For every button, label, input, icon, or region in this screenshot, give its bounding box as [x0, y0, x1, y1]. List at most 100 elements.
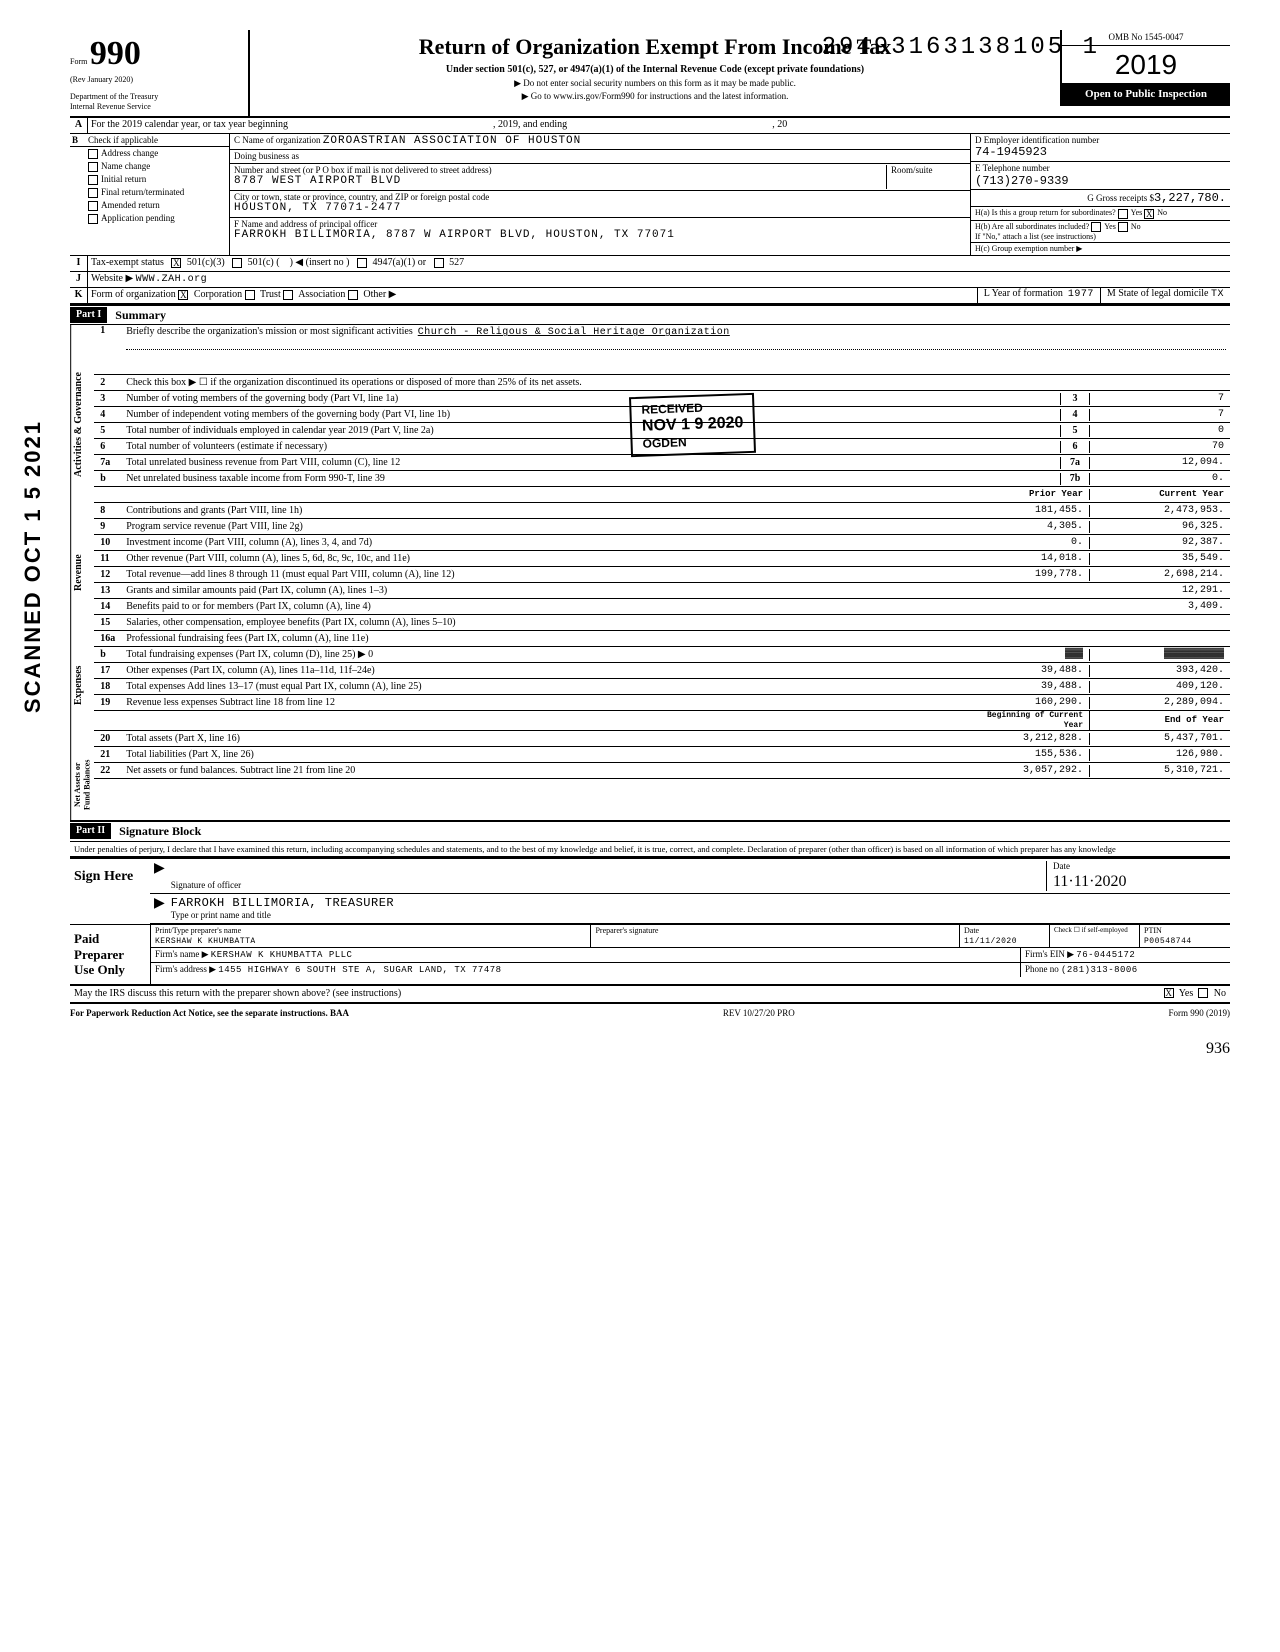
C-city-label: City or town, state or province, country… — [234, 192, 489, 202]
prep-date: 11/11/2020 — [964, 937, 1017, 946]
form-label: Form — [70, 57, 87, 66]
col-end: End of Year — [1090, 715, 1230, 726]
B-checkbox[interactable] — [88, 149, 98, 159]
form-rev: (Rev January 2020) — [70, 75, 238, 85]
part1-title: Summary — [107, 306, 174, 324]
part2-header: Part II Signature Block — [70, 820, 1230, 841]
form-irs: Internal Revenue Service — [70, 102, 238, 112]
Hb-no[interactable] — [1118, 222, 1128, 232]
perjury-text: Under penalties of perjury, I declare th… — [70, 842, 1230, 857]
I-501c3[interactable]: X — [171, 258, 181, 268]
B-checkbox[interactable] — [88, 201, 98, 211]
rowA-text1: For the 2019 calendar year, or tax year … — [91, 119, 288, 130]
gross-receipts: 3,227,780. — [1154, 191, 1226, 205]
F-value: FARROKH BILLIMORIA, 8787 W AIRPORT BLVD,… — [234, 229, 675, 241]
B-item-label: Amended return — [101, 200, 160, 210]
section-revenue: Revenue — [70, 525, 94, 620]
K-opt2: Association — [298, 289, 345, 300]
E-label: E Telephone number — [975, 163, 1050, 173]
L-label: L Year of formation — [984, 288, 1063, 299]
open-public: Open to Public Inspection — [1062, 84, 1230, 105]
Hb-yes[interactable] — [1091, 222, 1101, 232]
label-A: A — [70, 118, 88, 133]
C-dba-label: Doing business as — [234, 151, 299, 161]
B-item-label: Application pending — [101, 213, 175, 223]
line1-num: 1 — [94, 325, 122, 337]
sign-arrow-icon: ▶ — [154, 861, 165, 891]
part1-header: Part I Summary — [70, 304, 1230, 325]
section-netassets: Net Assets or Fund Balances — [70, 750, 94, 820]
handwritten-page: 936 — [70, 1039, 1230, 1058]
sign-here-block: Sign Here ▶ Signature of officer Date11·… — [70, 857, 1230, 924]
scanned-stamp: SCANNED OCT 1 5 2021 — [20, 420, 46, 713]
received-stamp: RECEIVED NOV 1 9 2020 OGDEN — [629, 393, 756, 457]
B-checkbox[interactable] — [88, 162, 98, 172]
I-4947[interactable] — [357, 258, 367, 268]
footer-mid: REV 10/27/20 PRO — [723, 1008, 795, 1019]
summary-line: 21Total liabilities (Part X, line 26)155… — [94, 747, 1230, 763]
Ha-no[interactable]: X — [1144, 209, 1154, 219]
col-curr: Current Year — [1090, 489, 1230, 500]
discuss-no[interactable] — [1198, 988, 1208, 998]
officer-name: FARROKH BILLIMORIA, TREASURER — [171, 896, 394, 910]
officer-signature — [171, 862, 175, 879]
summary-line: 16aProfessional fundraising fees (Part I… — [94, 631, 1230, 647]
J-text: Website ▶ — [91, 273, 133, 284]
summary-line: 7aTotal unrelated business revenue from … — [94, 455, 1230, 471]
street: 8787 WEST AIRPORT BLVD — [234, 175, 401, 187]
prep-name-label: Print/Type preparer's name — [155, 926, 241, 935]
self-emp: Check ☐ if self-employed — [1050, 925, 1140, 947]
B-item-label: Name change — [101, 161, 150, 171]
discuss-yes[interactable]: X — [1164, 988, 1174, 998]
B-item-label: Address change — [101, 148, 158, 158]
room-label: Room/suite — [891, 165, 933, 175]
I-501c[interactable] — [232, 258, 242, 268]
K-other[interactable] — [348, 290, 358, 300]
K-trust[interactable] — [245, 290, 255, 300]
C-name-label: C Name of organization — [234, 135, 321, 145]
I-text: Tax-exempt status — [91, 257, 164, 268]
summary-line: 9Program service revenue (Part VIII, lin… — [94, 519, 1230, 535]
B-checkbox[interactable] — [88, 188, 98, 198]
label-K: K — [70, 288, 88, 303]
year-formation: 1977 — [1068, 289, 1094, 300]
prep-sig-label: Preparer's signature — [595, 926, 658, 935]
part2-hdr: Part II — [70, 823, 111, 839]
line1-desc: Briefly describe the organization's miss… — [126, 326, 413, 337]
officer-name-label: Type or print name and title — [171, 910, 271, 920]
B-checkbox[interactable] — [88, 175, 98, 185]
Ha-yes-label: Yes — [1131, 208, 1143, 217]
K-assoc[interactable] — [283, 290, 293, 300]
Ha-no-label: No — [1157, 208, 1167, 217]
summary-line: 10Investment income (Part VIII, column (… — [94, 535, 1230, 551]
Ha-yes[interactable] — [1118, 209, 1128, 219]
Hc: H(c) Group exemption number ▶ — [975, 244, 1082, 253]
mission: Church - Religous & Social Heritage Orga… — [418, 327, 730, 338]
summary-line: 13Grants and similar amounts paid (Part … — [94, 583, 1230, 599]
sign-arrow-icon-2: ▶ — [154, 896, 165, 921]
part2-title: Signature Block — [111, 822, 209, 840]
K-corp[interactable]: X — [178, 290, 188, 300]
section-governance: Activities & Governance — [70, 325, 94, 525]
website: WWW.ZAH.org — [136, 274, 208, 285]
section-BCDE: BCheck if applicable Address changeName … — [70, 134, 1230, 256]
city: HOUSTON, TX 77071-2477 — [234, 202, 401, 214]
prep-name: KERSHAW K KHUMBATTA — [155, 937, 256, 946]
sign-here: Sign Here — [70, 859, 150, 924]
sign-date: 11·11·2020 — [1053, 873, 1126, 890]
discuss-row: May the IRS discuss this return with the… — [70, 986, 1230, 1004]
summary-line: 22Net assets or fund balances. Subtract … — [94, 763, 1230, 779]
B-checkbox[interactable] — [88, 214, 98, 224]
col-begin: Beginning of Current Year — [970, 711, 1090, 730]
stamp-ogden: OGDEN — [642, 433, 744, 451]
discuss-no-label: No — [1214, 988, 1226, 999]
firm-name: KERSHAW K KHUMBATTA PLLC — [211, 950, 353, 960]
I-527[interactable] — [434, 258, 444, 268]
I-opt1: 501(c)(3) — [187, 257, 225, 268]
state-domicile: TX — [1211, 289, 1224, 300]
firm-phone: (281)313-8006 — [1061, 965, 1138, 975]
line2-desc: Check this box ▶ ☐ if the organization d… — [122, 376, 1230, 390]
C-street-label: Number and street (or P O box if mail is… — [234, 165, 492, 175]
K-text: Form of organization — [91, 289, 176, 300]
Hb: H(b) Are all subordinates included? — [975, 222, 1089, 231]
